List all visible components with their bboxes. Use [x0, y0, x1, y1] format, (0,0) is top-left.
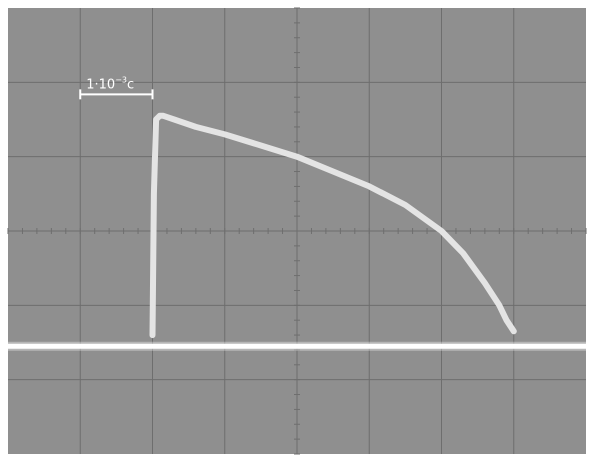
- scale-bar-unit: c: [127, 77, 134, 92]
- pulse-trace: [149, 112, 517, 339]
- scale-bar-label: 1·10−3c: [86, 75, 134, 92]
- scale-bar-exponent: −3: [115, 75, 127, 84]
- traces: [8, 112, 586, 351]
- scale-bar-base: 1·10: [86, 77, 115, 92]
- time-scale-bar: 1·10−3c: [79, 75, 154, 100]
